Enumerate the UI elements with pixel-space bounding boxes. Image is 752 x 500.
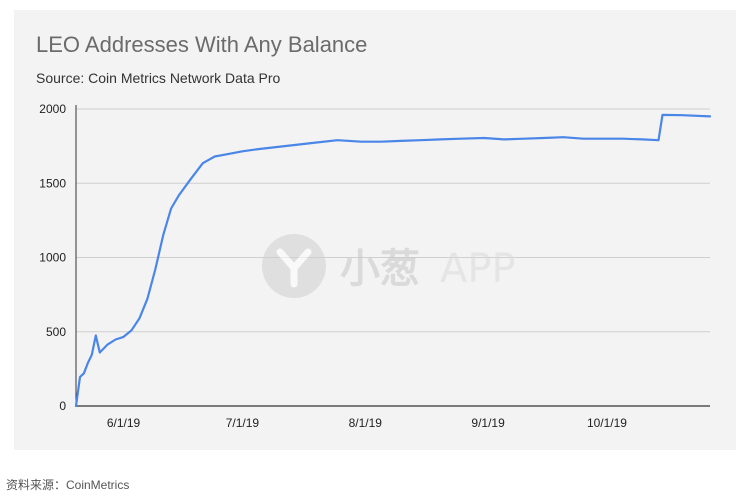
x-tick-label: 7/1/19 (226, 416, 260, 430)
source-note: 资料来源：CoinMetrics (6, 478, 130, 492)
x-tick-label: 6/1/19 (107, 416, 141, 430)
y-tick-label: 0 (59, 399, 66, 413)
y-tick-labels: 0 500 1000 1500 2000 (39, 102, 66, 413)
axes (75, 105, 710, 407)
series-layer (74, 113, 712, 408)
x-tick-labels: 6/1/19 7/1/19 8/1/19 9/1/19 10/1/19 (107, 416, 627, 430)
series-line (74, 113, 712, 408)
watermark-chinese-text: 小葱 (340, 246, 420, 292)
y-tick-label: 1500 (39, 176, 66, 190)
chart-title: LEO Addresses With Any Balance (36, 32, 368, 57)
watermark-leaf-icon (276, 248, 312, 288)
x-tick-label: 8/1/19 (349, 416, 383, 430)
gridlines (76, 108, 710, 333)
x-tick-label: 10/1/19 (587, 416, 627, 430)
watermark: 小葱 APP (262, 234, 516, 298)
y-tick-label: 1000 (39, 251, 66, 265)
chart-subtitle: Source: Coin Metrics Network Data Pro (36, 70, 281, 86)
x-tick-label: 9/1/19 (471, 416, 505, 430)
chart-card (14, 10, 736, 450)
watermark-latin-text: APP (440, 246, 516, 292)
y-tick-label: 500 (46, 325, 66, 339)
y-tick-label: 2000 (39, 102, 66, 116)
